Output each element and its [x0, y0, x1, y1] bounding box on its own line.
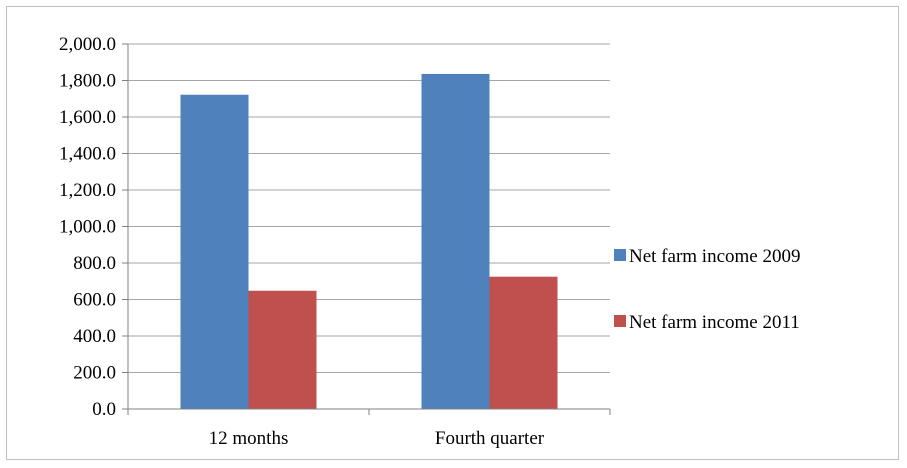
bar: [248, 290, 317, 409]
x-category-label: 12 months: [209, 428, 289, 449]
y-tick-label: 0.0: [92, 399, 116, 420]
bar: [489, 276, 558, 409]
x-category-label: Fourth quarter: [435, 428, 545, 449]
legend: Net farm income 2009 Net farm income 2011: [614, 246, 800, 333]
bar: [180, 94, 249, 410]
y-tick-label: 1,000.0: [59, 217, 116, 238]
legend-label: Net farm income 2011: [629, 312, 800, 333]
bar: [421, 73, 490, 410]
y-tick-label: 200.0: [73, 363, 116, 384]
y-tick-label: 1,600.0: [59, 107, 116, 128]
y-axis-tick-labels: 0.0 200.0 400.0 600.0 800.0 1,000.0 1,200.0 1,4…: [59, 34, 116, 420]
y-tick-label: 2,000.0: [59, 34, 116, 55]
x-axis-category-labels: 12 months Fourth quarter: [209, 428, 545, 449]
y-tick-label: 600.0: [73, 290, 116, 311]
bars: [180, 73, 558, 410]
y-tick-label: 1,800.0: [59, 71, 116, 92]
y-tick-label: 800.0: [73, 253, 116, 274]
legend-swatch: [614, 315, 626, 327]
y-tick-label: 400.0: [73, 326, 116, 347]
legend-swatch: [614, 249, 626, 261]
y-tick-label: 1,400.0: [59, 144, 116, 165]
axes: [122, 43, 611, 415]
legend-label: Net farm income 2009: [629, 246, 800, 267]
y-tick-label: 1,200.0: [59, 180, 116, 201]
